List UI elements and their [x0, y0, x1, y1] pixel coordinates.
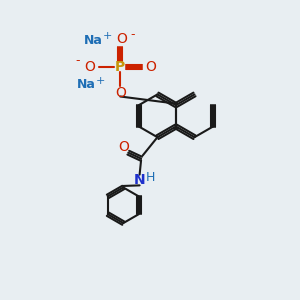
Text: O: O: [115, 85, 126, 100]
Text: H: H: [145, 171, 155, 184]
Text: O: O: [116, 32, 127, 46]
Text: O: O: [85, 60, 95, 74]
Text: -: -: [76, 54, 80, 67]
Text: N: N: [134, 173, 146, 187]
Text: O: O: [118, 140, 129, 154]
Text: +: +: [96, 76, 105, 86]
Text: +: +: [103, 32, 112, 41]
Text: -: -: [130, 28, 135, 41]
Text: Na: Na: [84, 34, 103, 46]
Text: O: O: [145, 60, 156, 74]
Text: P: P: [115, 60, 125, 74]
Text: Na: Na: [77, 78, 95, 91]
